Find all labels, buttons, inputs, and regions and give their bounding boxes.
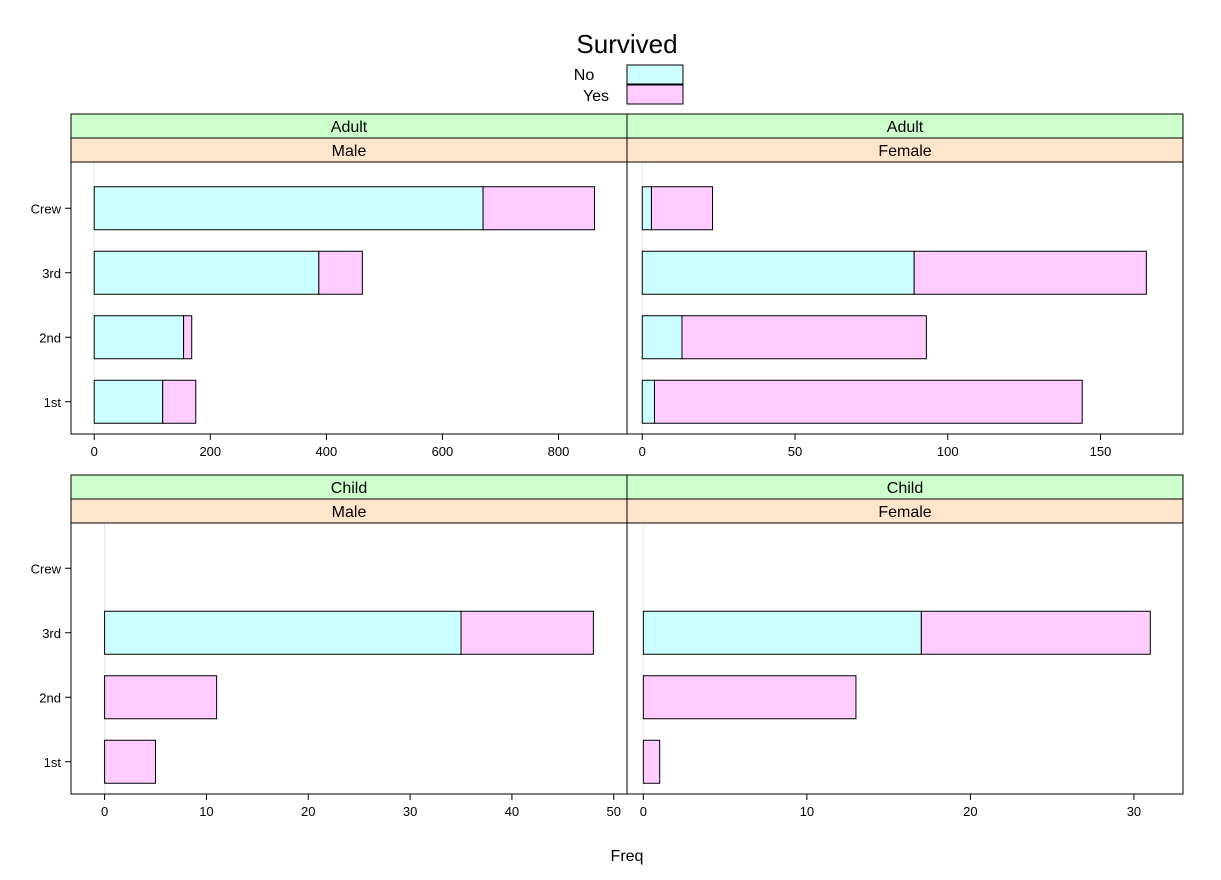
x-tick-label: 0	[639, 444, 646, 459]
bar-crew-yes	[650, 186, 714, 231]
bar-3rd-yes	[318, 250, 363, 295]
x-tick-label: 20	[301, 804, 315, 819]
strip-sex-label: Male	[332, 504, 367, 521]
x-tick-label: 20	[963, 804, 977, 819]
x-tick-label: 400	[316, 444, 338, 459]
bar-1st-no	[641, 379, 655, 424]
bar-3rd-yes	[460, 610, 594, 655]
legend: Survived No Yes	[574, 29, 684, 105]
bar-2nd-yes	[642, 675, 857, 720]
x-tick-label: 30	[1127, 804, 1141, 819]
x-axis-label: Freq	[611, 848, 644, 865]
panel-frame	[626, 161, 1184, 435]
y-tick-label: 1st	[44, 755, 62, 770]
strip-age-label: Child	[331, 480, 367, 497]
panel-adult-female: Adult Female 0 50 100 150	[626, 113, 1184, 459]
bar-3rd-no	[93, 250, 320, 295]
panel-adult-male: Adult Male 1st 2nd 3rd Crew 0 200 400 600 800	[31, 113, 628, 459]
x-tick-label: 30	[403, 804, 417, 819]
bar-1st-yes	[642, 739, 661, 784]
legend-title: Survived	[576, 29, 677, 59]
legend-swatch-yes	[626, 84, 684, 105]
x-tick-label: 0	[91, 444, 98, 459]
bar-2nd-yes	[681, 315, 927, 360]
bar-3rd-no	[641, 250, 915, 295]
strip-age-label: Child	[887, 480, 923, 497]
bar-3rd-no	[642, 610, 922, 655]
strip-age	[626, 113, 1184, 139]
strip-age	[70, 474, 628, 500]
strip-age	[70, 113, 628, 139]
y-tick-label: 1st	[44, 395, 62, 410]
strip-sex-label: Female	[878, 143, 931, 160]
bar-1st-yes	[104, 739, 157, 784]
strip-sex	[626, 137, 1184, 163]
panel-frame	[626, 522, 1184, 795]
x-tick-label: 10	[800, 804, 814, 819]
bar-2nd-no	[641, 315, 683, 360]
strip-sex	[70, 137, 628, 163]
bar-3rd-yes	[920, 610, 1151, 655]
strip-age-label: Adult	[887, 119, 924, 136]
bar-crew-yes	[482, 186, 595, 231]
x-tick-label: 50	[788, 444, 802, 459]
x-tick-label: 150	[1090, 444, 1112, 459]
x-tick-label: 100	[937, 444, 959, 459]
legend-swatch-no	[626, 64, 684, 85]
x-tick-label: 800	[548, 444, 570, 459]
x-tick-label: 0	[640, 804, 647, 819]
y-tick-label: 2nd	[39, 330, 61, 345]
panel-child-male: Child Male 1st 2nd 3rd Crew 0 10 20 30 40 50	[31, 474, 628, 819]
bar-2nd-no	[93, 315, 185, 360]
x-tick-label: 0	[101, 804, 108, 819]
x-tick-label: 600	[432, 444, 454, 459]
bar-3rd-no	[104, 610, 462, 655]
legend-label-no: No	[574, 67, 595, 84]
bar-crew-no	[641, 186, 652, 231]
bar-1st-no	[93, 379, 164, 424]
x-tick-label: 200	[199, 444, 221, 459]
bar-2nd-yes	[183, 315, 193, 360]
bar-2nd-yes	[104, 675, 218, 720]
legend-label-yes: Yes	[583, 88, 609, 105]
bar-1st-yes	[653, 379, 1083, 424]
strip-sex-label: Male	[332, 143, 367, 160]
strip-sex-label: Female	[878, 504, 931, 521]
x-tick-label: 10	[199, 804, 213, 819]
bar-3rd-yes	[913, 250, 1147, 295]
strip-sex	[626, 498, 1184, 524]
y-tick-label: 2nd	[39, 690, 61, 705]
x-tick-label: 40	[505, 804, 519, 819]
y-tick-label: Crew	[31, 201, 62, 216]
bar-crew-no	[93, 186, 484, 231]
x-tick-label: 50	[607, 804, 621, 819]
y-tick-label: 3rd	[42, 626, 61, 641]
bar-1st-yes	[162, 379, 197, 424]
panel-child-female: Child Female 0 10 20 30	[626, 474, 1184, 819]
strip-sex	[70, 498, 628, 524]
strip-age-label: Adult	[331, 119, 368, 136]
y-tick-label: Crew	[31, 561, 62, 576]
y-tick-label: 3rd	[42, 266, 61, 281]
